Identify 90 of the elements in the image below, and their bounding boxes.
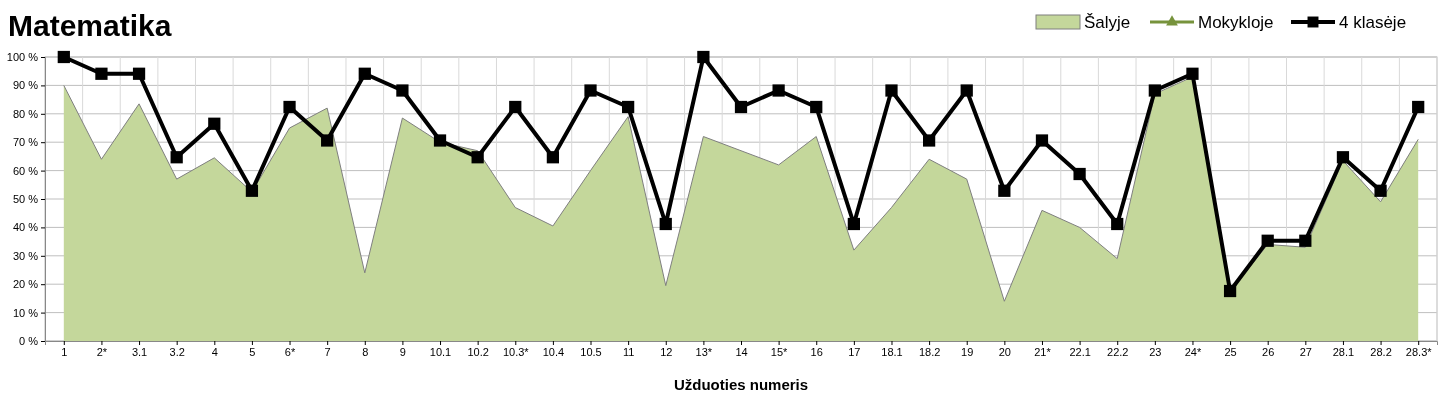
point <box>1073 167 1086 181</box>
x-tick-label: 3.2 <box>169 345 185 358</box>
x-tick-label: 1 <box>61 345 68 358</box>
point <box>734 100 748 114</box>
point <box>1186 67 1199 80</box>
point <box>885 84 898 97</box>
y-tick-label: 80 % <box>12 107 39 120</box>
y-tick-label: 50 % <box>12 193 39 206</box>
point <box>847 217 860 231</box>
y-tick-label: 30 % <box>12 249 39 262</box>
point <box>1111 217 1124 231</box>
x-tick-label: 10.5 <box>580 345 602 358</box>
x-tick-label: 10.3* <box>502 345 530 358</box>
y-tick-label: 70 % <box>12 136 39 149</box>
y-tick-label: 10 % <box>12 306 39 319</box>
x-tick-label: 10.1 <box>429 345 452 358</box>
point <box>622 100 635 114</box>
x-tick-label: 14 <box>735 345 748 358</box>
x-tick-label: 13* <box>695 345 713 358</box>
point <box>1261 234 1274 247</box>
y-tick-label: 60 % <box>12 164 39 177</box>
point <box>208 117 221 130</box>
point <box>170 151 183 164</box>
x-tick-label: 5 <box>249 345 256 358</box>
point <box>1412 100 1425 114</box>
point <box>772 84 785 97</box>
point <box>1148 84 1161 97</box>
x-tick-label: 22.1 <box>1069 345 1091 358</box>
point <box>960 84 973 97</box>
x-tick-label: 3.1 <box>131 345 148 358</box>
x-tick-label: 15* <box>770 345 789 358</box>
point <box>132 67 146 80</box>
x-tick-label: 24* <box>1184 345 1202 358</box>
x-axis-title: Užduoties numeris <box>673 376 809 393</box>
y-tick-label: 100 % <box>6 51 39 64</box>
y-tick-label: 0 % <box>19 335 39 348</box>
legend-label: 4 klasėje <box>1339 13 1407 32</box>
point <box>396 84 409 97</box>
chart-title: Matematika <box>8 9 172 42</box>
x-tick-label: 25 <box>1224 345 1237 358</box>
point <box>509 100 522 114</box>
y-tick-label: 90 % <box>12 79 39 92</box>
point <box>245 184 259 197</box>
x-tick-label: 9 <box>399 345 406 358</box>
x-tick-label: 19 <box>961 345 974 358</box>
point <box>922 134 936 147</box>
point <box>659 217 672 231</box>
point <box>471 151 484 164</box>
x-tick-label: 22.2 <box>1107 345 1129 358</box>
legend-label: Šalyje <box>1084 13 1131 32</box>
x-tick-label: 18.1 <box>881 345 903 358</box>
point <box>1336 151 1350 164</box>
x-tick-label: 18.2 <box>918 345 941 358</box>
point <box>57 50 70 64</box>
x-tick-label: 28.3* <box>1405 345 1433 358</box>
point <box>433 134 447 147</box>
x-tick-label: 16 <box>810 345 823 358</box>
x-tick-label: 23 <box>1149 345 1162 358</box>
x-tick-label: 20 <box>998 345 1011 358</box>
x-tick-label: 26 <box>1262 345 1275 358</box>
point <box>283 100 296 114</box>
point <box>1035 134 1049 147</box>
point <box>1223 284 1237 298</box>
x-tick-label: 2* <box>96 345 108 358</box>
point <box>546 151 560 164</box>
point <box>998 184 1011 197</box>
point <box>95 67 108 80</box>
x-tick-label: 6* <box>284 345 296 358</box>
x-tick-label: 17 <box>848 345 861 358</box>
point <box>358 67 371 80</box>
x-tick-label: 8 <box>362 345 369 358</box>
point <box>1299 234 1312 247</box>
x-tick-label: 28.2 <box>1370 345 1392 358</box>
point <box>697 50 710 64</box>
x-tick-label: 10.2 <box>467 345 489 358</box>
point <box>321 134 334 147</box>
x-tick-label: 21* <box>1034 345 1052 358</box>
x-tick-label: 28.1 <box>1332 345 1355 358</box>
x-tick-label: 4 <box>211 345 218 358</box>
x-tick-label: 10.4 <box>542 345 565 358</box>
x-tick-label: 27 <box>1299 345 1312 358</box>
y-tick-label: 20 % <box>12 278 39 291</box>
point <box>810 100 823 114</box>
y-tick-label: 40 % <box>12 221 39 234</box>
point <box>584 84 597 97</box>
legend-label: Mokykloje <box>1198 13 1274 32</box>
x-tick-label: 7 <box>324 345 331 358</box>
x-tick-label: 12 <box>660 345 673 358</box>
x-tick-label: 11 <box>622 345 635 358</box>
point <box>1374 184 1387 197</box>
